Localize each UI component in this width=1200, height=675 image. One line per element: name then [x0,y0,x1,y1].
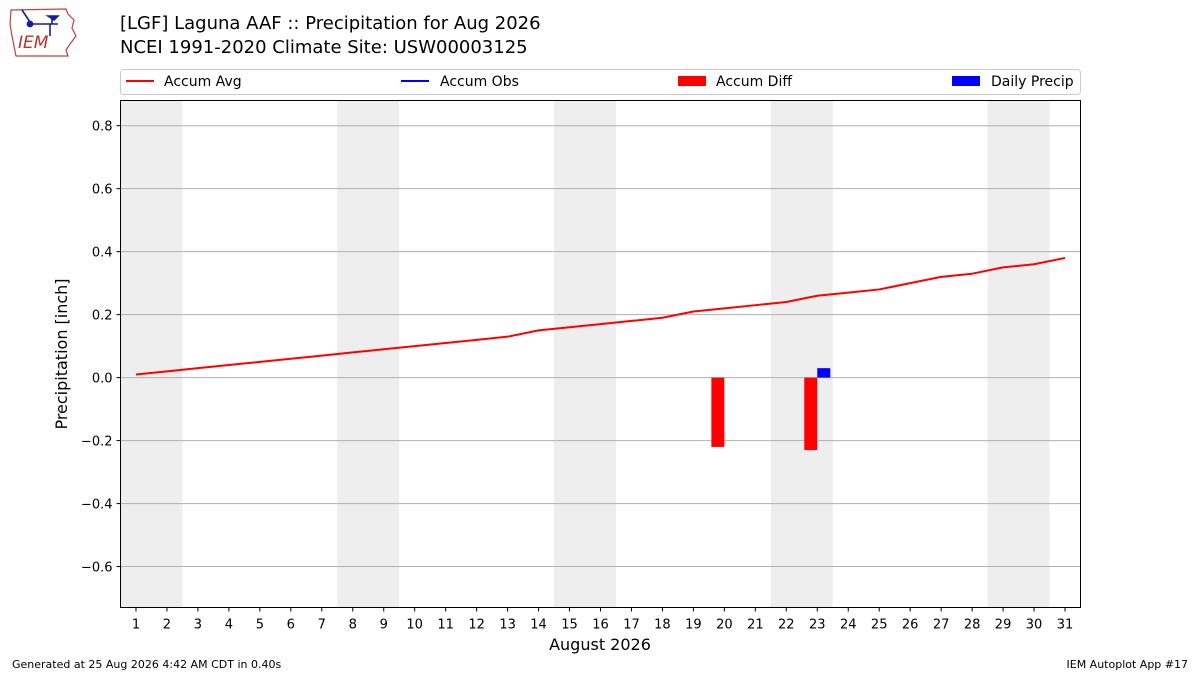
x-tick-label: 30 [1026,618,1043,633]
legend: Accum Avg Accum Obs Accum Diff Daily Pre… [120,69,1081,95]
legend-swatch-accum-diff [678,76,706,86]
iowa-map-outline [9,8,77,57]
y-tick-label: 0.0 [92,372,113,387]
legend-label-accum-obs: Accum Obs [440,74,519,90]
x-tick-label: 6 [287,618,295,633]
x-tick-label: 12 [468,618,485,633]
y-tick-label: 0.8 [92,120,113,135]
logo-text: IEM [18,33,49,53]
legend-item-accum-obs: Accum Obs [401,74,519,90]
x-tick-label: 26 [902,618,919,633]
y-tick-label: −0.2 [81,435,113,450]
legend-item-daily-precip: Daily Precip [952,74,1074,90]
title-line-1: [LGF] Laguna AAF :: Precipitation for Au… [120,13,541,34]
title-line-2: NCEI 1991-2020 Climate Site: USW00003125 [120,37,528,58]
legend-item-accum-avg: Accum Avg [126,74,242,90]
x-tick-label: 24 [840,618,857,633]
x-tick-label: 19 [685,618,702,633]
weekend-span-1 [337,100,400,608]
x-tick-label: 31 [1057,618,1074,633]
footer-app: IEM Autoplot App #17 [1066,658,1189,671]
x-axis-label: August 2026 [549,635,651,654]
x-tick-label: 2 [163,618,171,633]
accum-diff-bar [804,377,818,451]
x-tick-label: 21 [747,618,764,633]
y-gridlines [120,125,1081,568]
x-tick-label: 10 [406,618,423,633]
iem-logo: IEM [9,8,77,57]
weekend-shading [120,100,1050,608]
y-tick-label: 0.6 [92,183,113,198]
x-tick-label: 28 [964,618,981,633]
weekend-span-2 [554,100,616,608]
weekend-span-4 [987,100,1050,608]
legend-item-accum-diff: Accum Diff [678,74,792,90]
legend-label-accum-avg: Accum Avg [164,74,242,90]
x-tick-label: 11 [437,618,454,633]
y-axis-label: Precipitation [inch] [52,278,71,429]
x-tick-label: 23 [809,618,826,633]
x-tick-label: 1 [132,618,140,633]
x-tick-label: 4 [225,618,233,633]
x-tick-label: 16 [592,618,609,633]
y-axis-ticks: −0.6 −0.4 −0.2 0.0 0.2 0.4 0.6 0.8 [81,120,121,576]
x-tick-label: 5 [256,618,264,633]
x-tick-label: 7 [318,618,326,633]
accum-diff-bar [711,377,725,447]
x-tick-label: 14 [530,618,547,633]
x-tick-label: 9 [380,618,388,633]
x-tick-label: 22 [778,618,795,633]
x-tick-label: 17 [623,618,640,633]
x-tick-label: 20 [716,618,733,633]
legend-frame [120,69,1081,95]
x-tick-label: 27 [933,618,950,633]
x-tick-label: 8 [349,618,357,633]
x-tick-label: 13 [499,618,516,633]
y-tick-label: −0.4 [81,498,113,513]
weekend-span-3 [770,100,833,608]
weather-station-icon [21,9,60,36]
x-tick-label: 25 [871,618,888,633]
footer-generated: Generated at 25 Aug 2026 4:42 AM CDT in … [12,658,282,671]
bars [711,368,831,451]
x-tick-label: 15 [561,618,578,633]
legend-label-accum-diff: Accum Diff [716,74,792,90]
x-tick-label: 18 [654,618,671,633]
accum-avg-line [135,256,1066,376]
x-axis-ticks: 1 2 3 4 5 6 7 8 9 10 11 12 13 14 15 16 17 18 19 20 21 22 23 24 2… [132,607,1074,633]
weekend-span-0 [120,100,183,608]
legend-label-daily-precip: Daily Precip [991,74,1074,90]
daily-precip-bar [817,368,831,378]
y-tick-label: 0.2 [92,309,113,324]
x-tick-label: 29 [995,618,1012,633]
lines [135,256,1066,376]
legend-swatch-daily-precip [952,76,980,86]
y-tick-label: 0.4 [92,246,113,261]
y-tick-label: −0.6 [81,561,113,576]
x-tick-label: 3 [194,618,202,633]
chart-title: [LGF] Laguna AAF :: Precipitation for Au… [120,12,541,60]
